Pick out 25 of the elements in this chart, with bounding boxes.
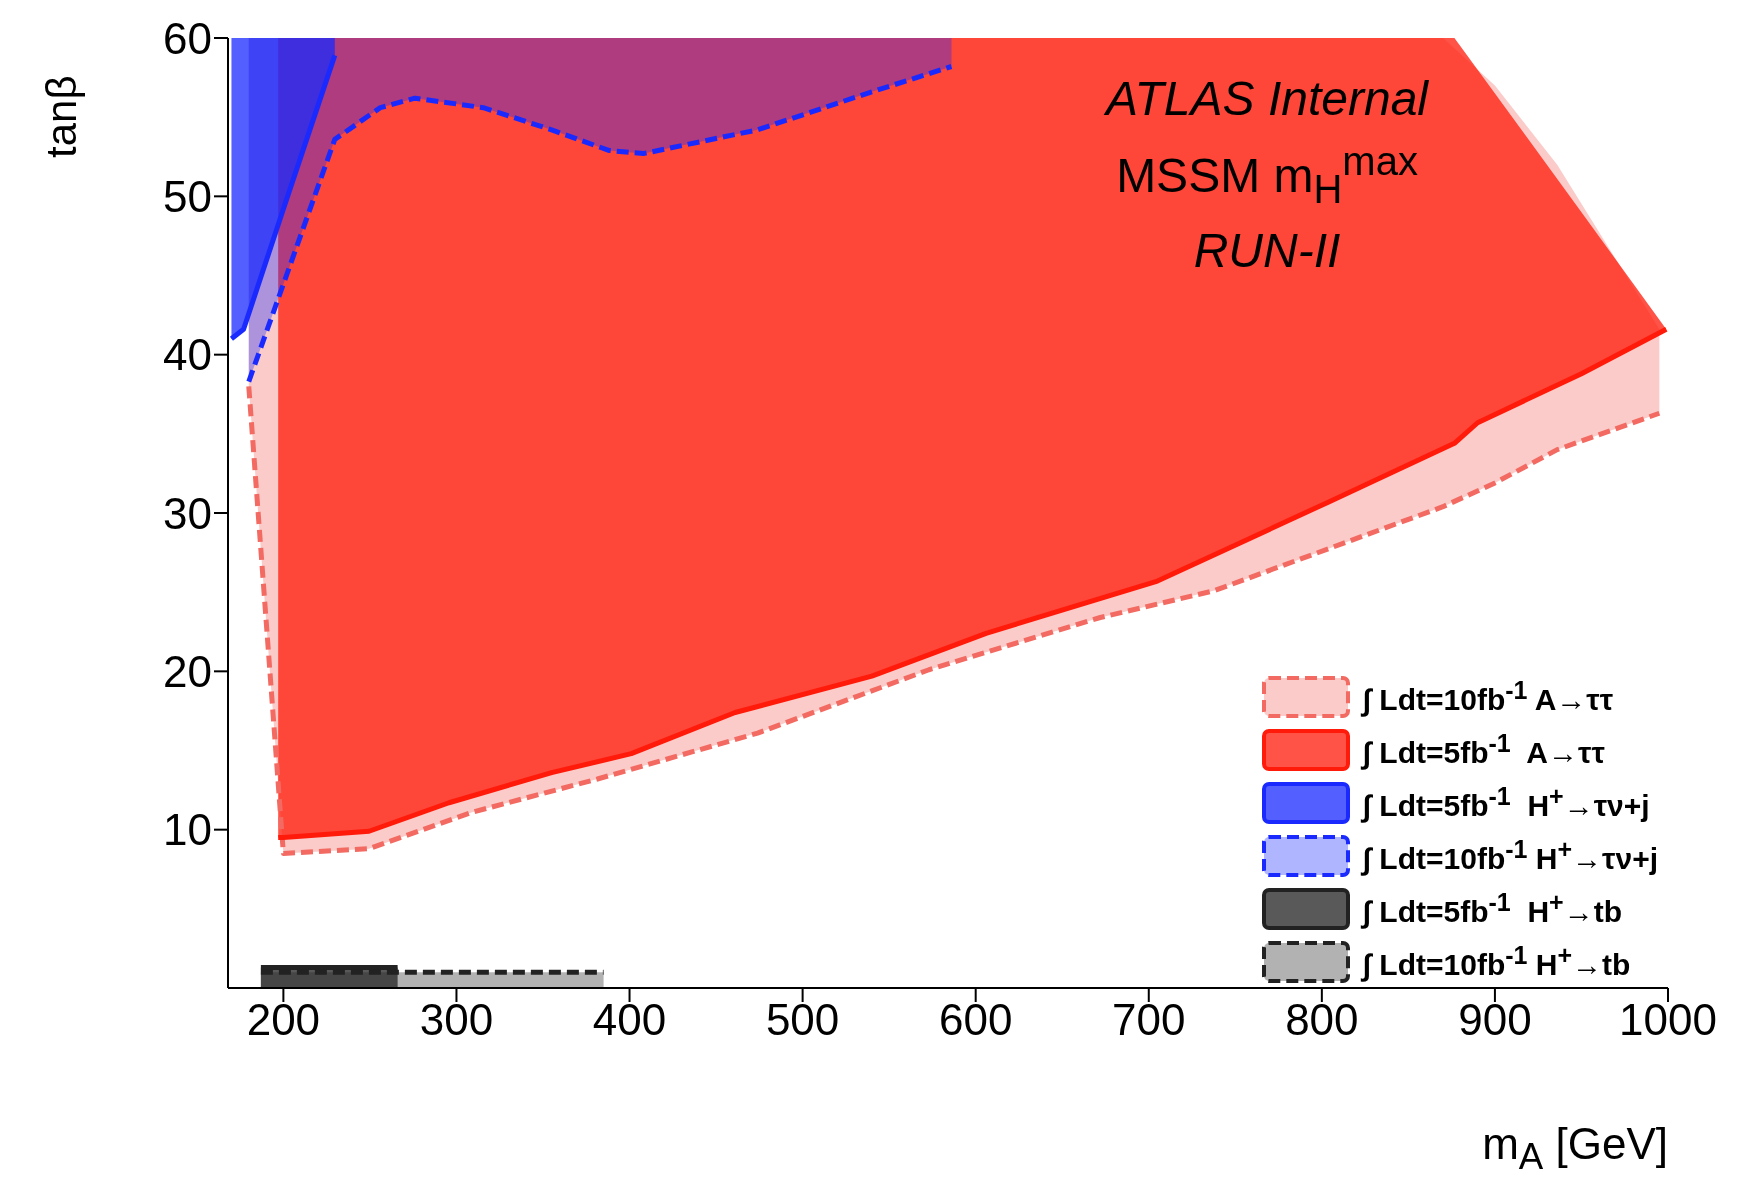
x-tick-label: 700 (1112, 995, 1186, 1045)
x-tick-label: 200 (246, 995, 321, 1045)
y-tick-label: 20 (163, 646, 212, 696)
legend-label: ∫ Ldt=10fb$^{-1}$ H$^{+}$→tb (1362, 941, 1631, 982)
legend-label: ∫ Ldt=5fb$^{-1}$ A→ττ (1362, 729, 1605, 770)
y-tick-label: 10 (163, 805, 212, 855)
x-tick-label: 900 (1458, 995, 1532, 1045)
y-axis-title: tanβ (38, 75, 86, 158)
x-tick-label: 600 (938, 995, 1013, 1045)
annotation: ATLAS Internal (1106, 71, 1428, 127)
x-tick-label: 800 (1285, 995, 1359, 1045)
y-tick-label: 60 (163, 13, 212, 63)
y-tick-label: 40 (163, 330, 212, 380)
legend-label: ∫ Ldt=10fb$^{-1}$ A→ττ (1362, 676, 1614, 717)
x-tick-label: 300 (419, 995, 494, 1045)
annotation: RUN-II (1192, 222, 1342, 279)
legend-label: ∫ Ldt=5fb$^{-1}$ H$^{+}$→τν+j (1362, 782, 1650, 823)
x-tick-label: 400 (592, 995, 667, 1045)
y-tick-label: 50 (163, 171, 212, 221)
y-tick-label: 30 (163, 488, 212, 538)
legend-label: ∫ Ldt=5fb$^{-1}$ H$^{+}$→tb (1362, 888, 1623, 929)
legend-label: ∫ Ldt=10fb$^{-1}$ H$^{+}$→τν+j (1362, 835, 1658, 876)
x-tick-label: 1000 (1619, 995, 1717, 1045)
x-axis-title: m$_{A}$ [GeV] (1482, 1119, 1668, 1178)
x-tick-label: 500 (765, 995, 840, 1045)
